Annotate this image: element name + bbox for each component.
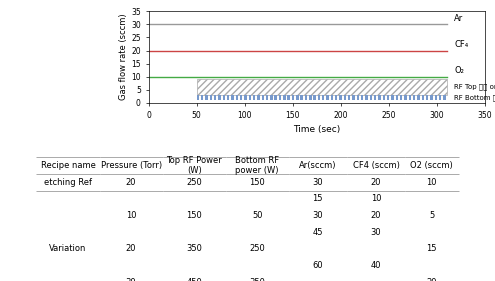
Bar [283,95,286,100]
Bar [292,95,294,100]
Bar [309,95,311,100]
Bar [231,95,234,100]
Bar [352,95,355,100]
Bar [227,95,229,100]
Text: RF Top 전력 on: RF Top 전력 on [454,83,495,90]
Bar [253,95,255,100]
Text: CF₄: CF₄ [454,40,469,49]
Bar [266,95,268,100]
Bar [288,95,290,100]
Bar [409,95,411,100]
Bar [240,95,242,100]
Bar [197,95,199,100]
Bar [218,95,221,100]
Bar [313,95,316,100]
Y-axis label: Gas flow rate (sccm): Gas flow rate (sccm) [119,14,128,100]
Bar [400,95,402,100]
Bar [370,95,372,100]
Bar [443,95,446,100]
Bar [340,95,342,100]
Bar [435,95,437,100]
Bar [300,95,303,100]
Bar [357,95,359,100]
Bar [305,95,307,100]
Bar [439,95,442,100]
Bar [326,95,329,100]
Bar [236,95,238,100]
Bar [404,95,407,100]
Bar [378,95,381,100]
X-axis label: Time (sec): Time (sec) [293,125,341,134]
Bar [361,95,363,100]
Bar [392,95,394,100]
Bar [387,95,390,100]
Bar [201,95,203,100]
Bar [318,95,320,100]
Text: RF Bottom 전력 on: RF Bottom 전력 on [454,94,495,101]
Bar [374,95,376,100]
Bar [396,95,398,100]
Text: O₂: O₂ [454,66,464,75]
Bar [426,95,428,100]
Text: Ar: Ar [454,14,464,23]
Bar [261,95,264,100]
Bar [197,79,446,95]
Bar [296,95,298,100]
Bar [244,95,247,100]
Bar [335,95,338,100]
Bar [248,95,251,100]
Bar [344,95,346,100]
Bar [214,95,216,100]
Bar [279,95,281,100]
Bar [348,95,350,100]
Bar [417,95,420,100]
Bar [331,95,333,100]
Bar [430,95,433,100]
Bar [422,95,424,100]
Bar [223,95,225,100]
Bar [322,95,325,100]
Bar [205,95,207,100]
Bar [209,95,212,100]
Bar [257,95,259,100]
Bar [365,95,368,100]
Bar [270,95,273,100]
Bar [275,95,277,100]
Bar [413,95,415,100]
Bar [383,95,385,100]
